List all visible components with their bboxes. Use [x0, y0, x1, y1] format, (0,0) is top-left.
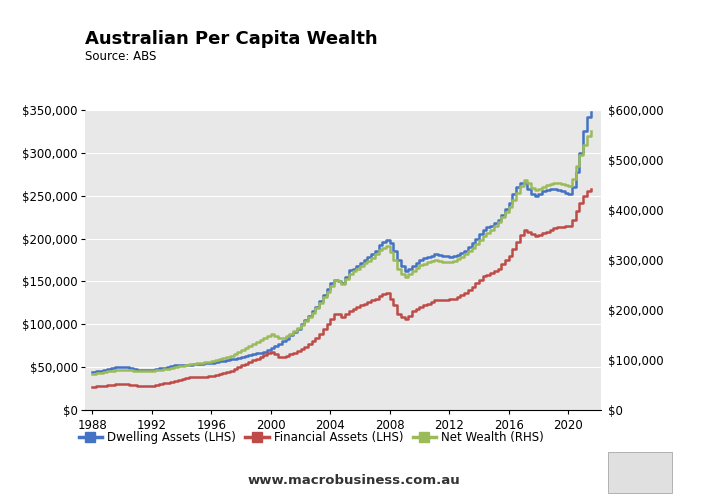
Text: BUSINESS: BUSINESS	[585, 52, 662, 66]
FancyBboxPatch shape	[608, 452, 672, 493]
Text: www.macrobusiness.com.au: www.macrobusiness.com.au	[247, 474, 460, 488]
Text: Source: ABS: Source: ABS	[85, 50, 156, 62]
Text: Australian Per Capita Wealth: Australian Per Capita Wealth	[85, 30, 378, 48]
Legend: Dwelling Assets (LHS), Financial Assets (LHS), Net Wealth (RHS): Dwelling Assets (LHS), Financial Assets …	[74, 426, 549, 449]
Text: MACRO: MACRO	[595, 26, 653, 40]
